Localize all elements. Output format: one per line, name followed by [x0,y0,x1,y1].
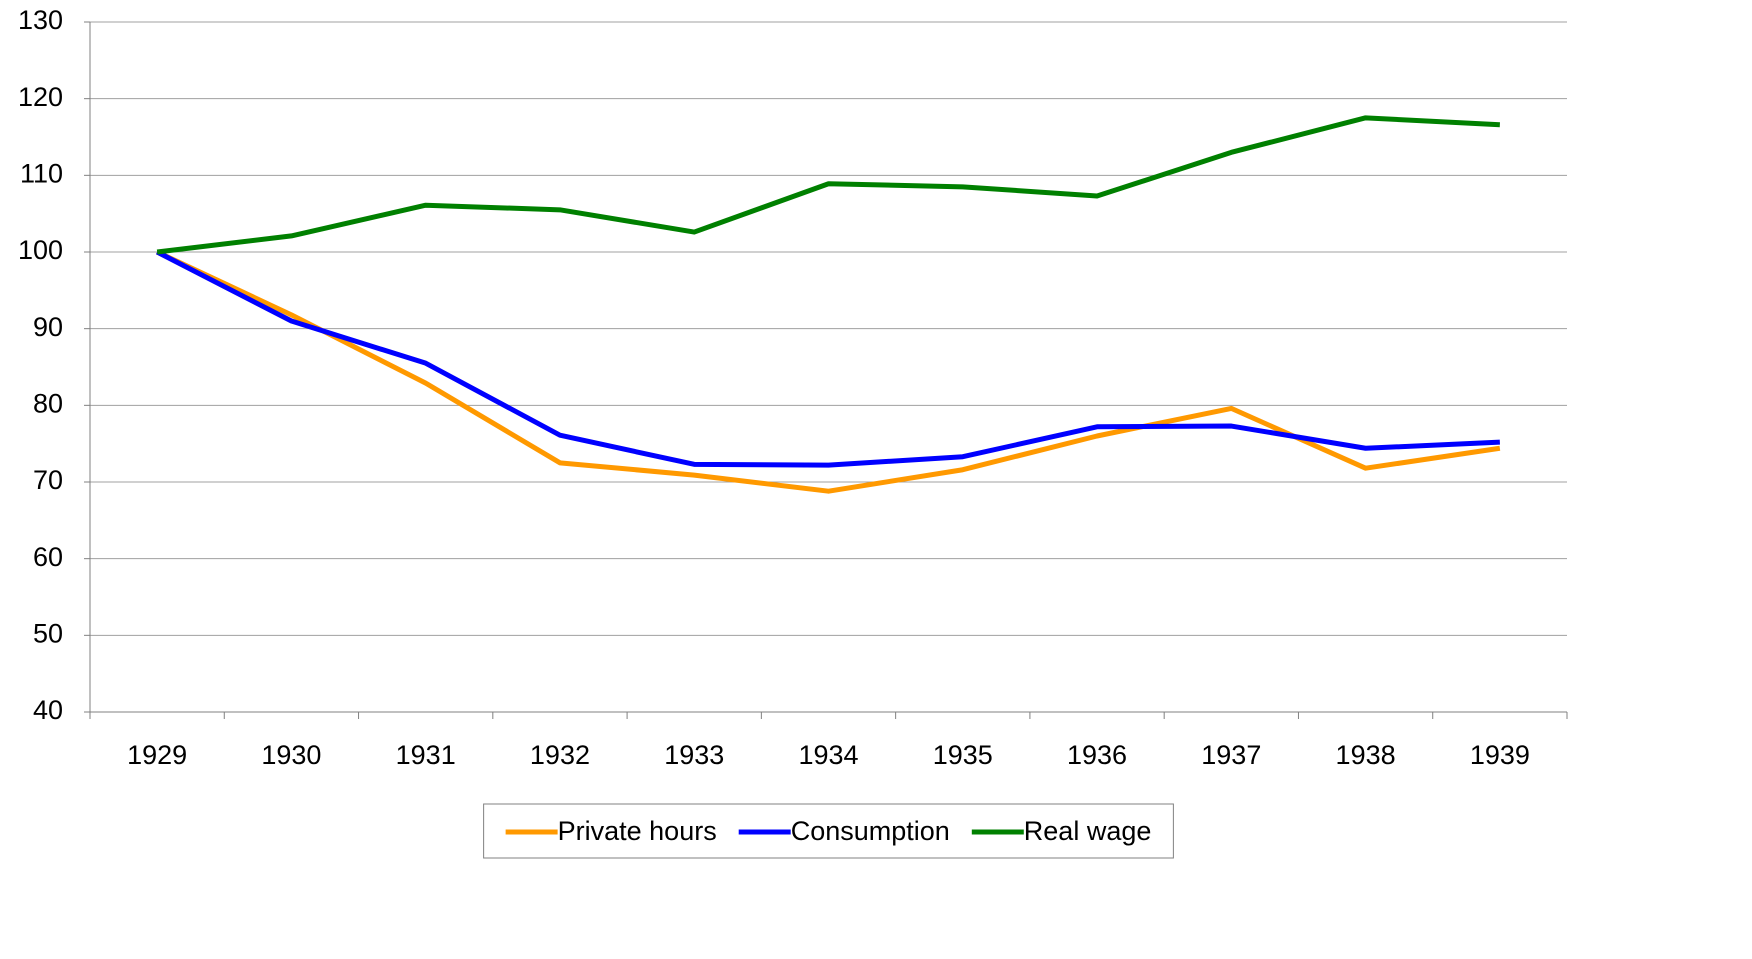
y-tick-label: 100 [18,235,63,265]
x-tick-label: 1939 [1470,740,1530,770]
x-tick-label: 1936 [1067,740,1127,770]
y-tick-label: 130 [18,5,63,35]
legend-label: Consumption [791,816,950,846]
legend-label: Real wage [1024,816,1152,846]
y-tick-label: 80 [33,388,63,418]
x-tick-label: 1931 [396,740,456,770]
y-tick-label: 110 [20,158,63,188]
x-tick-label: 1935 [933,740,993,770]
x-tick-label: 1929 [127,740,187,770]
legend-label: Private hours [558,816,717,846]
x-tick-label: 1937 [1201,740,1261,770]
x-tick-label: 1933 [664,740,724,770]
y-tick-label: 40 [33,695,63,725]
series-line [156,115,1500,255]
y-tick-label: 60 [33,542,63,572]
y-tick-label: 70 [33,465,63,495]
x-tick-label: 1930 [261,740,321,770]
x-tick-label: 1934 [798,740,858,770]
series-line [155,249,1500,468]
series-line [156,249,1501,494]
x-tick-label: 1932 [530,740,590,770]
x-tick-label: 1938 [1336,740,1396,770]
y-tick-label: 50 [33,618,63,648]
legend-box [483,803,1174,859]
y-tick-label: 120 [18,82,63,112]
y-tick-label: 90 [33,312,63,342]
